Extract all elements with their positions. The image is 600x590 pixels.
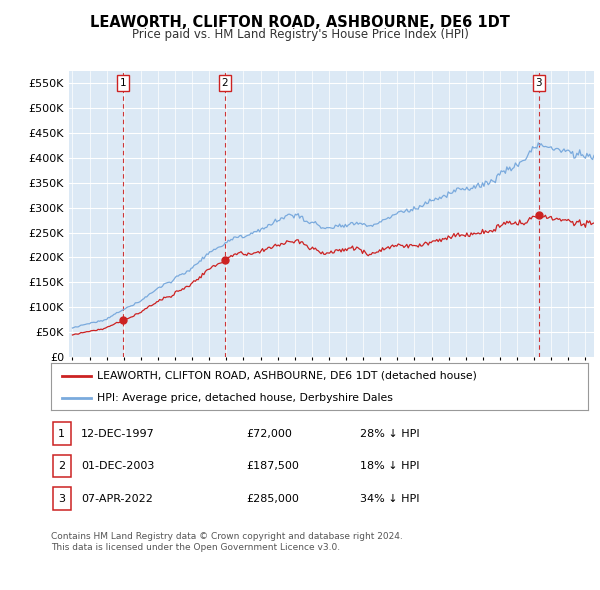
Text: 01-DEC-2003: 01-DEC-2003 — [81, 461, 154, 471]
Text: 18% ↓ HPI: 18% ↓ HPI — [360, 461, 419, 471]
Text: £72,000: £72,000 — [246, 429, 292, 438]
Text: 12-DEC-1997: 12-DEC-1997 — [81, 429, 155, 438]
Text: 2: 2 — [58, 461, 65, 471]
Text: 28% ↓ HPI: 28% ↓ HPI — [360, 429, 419, 438]
Text: Contains HM Land Registry data © Crown copyright and database right 2024.
This d: Contains HM Land Registry data © Crown c… — [51, 532, 403, 552]
Text: £187,500: £187,500 — [246, 461, 299, 471]
Text: £285,000: £285,000 — [246, 494, 299, 503]
Text: 34% ↓ HPI: 34% ↓ HPI — [360, 494, 419, 503]
Text: 2: 2 — [221, 78, 228, 88]
Text: 1: 1 — [58, 429, 65, 438]
Text: LEAWORTH, CLIFTON ROAD, ASHBOURNE, DE6 1DT: LEAWORTH, CLIFTON ROAD, ASHBOURNE, DE6 1… — [90, 15, 510, 30]
Text: Price paid vs. HM Land Registry's House Price Index (HPI): Price paid vs. HM Land Registry's House … — [131, 28, 469, 41]
Text: LEAWORTH, CLIFTON ROAD, ASHBOURNE, DE6 1DT (detached house): LEAWORTH, CLIFTON ROAD, ASHBOURNE, DE6 1… — [97, 371, 476, 381]
Text: 3: 3 — [58, 494, 65, 503]
Text: 3: 3 — [535, 78, 542, 88]
Text: 07-APR-2022: 07-APR-2022 — [81, 494, 153, 503]
Text: HPI: Average price, detached house, Derbyshire Dales: HPI: Average price, detached house, Derb… — [97, 394, 392, 403]
Text: 1: 1 — [119, 78, 126, 88]
